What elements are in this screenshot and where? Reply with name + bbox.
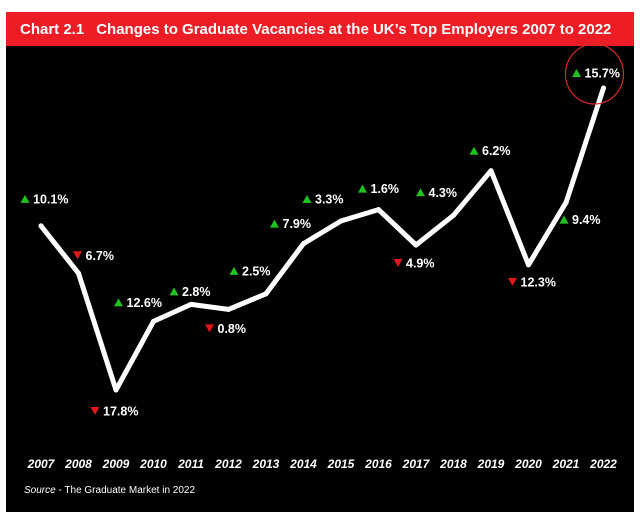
down-arrow-icon (90, 407, 100, 415)
x-tick-label: 2013 (252, 457, 280, 471)
up-arrow-icon (114, 298, 123, 307)
change-label-2012: 0.8% (218, 322, 247, 336)
change-label-2020: 12.3% (521, 275, 556, 289)
chart-panel (6, 46, 634, 512)
change-label-2011: 2.8% (182, 285, 211, 299)
change-label-2009: 17.8% (103, 405, 138, 419)
change-label-2019: 6.2% (482, 144, 511, 158)
data-point-2012 (226, 306, 231, 312)
chart-title: Changes to Graduate Vacancies at the UK’… (96, 20, 612, 38)
x-tick-label: 2017 (402, 457, 431, 471)
change-label-2008: 6.7% (86, 249, 115, 263)
data-point-2021 (563, 200, 569, 206)
data-point-2018 (451, 212, 456, 218)
x-tick-label: 2015 (327, 457, 355, 471)
data-point-2013 (263, 291, 269, 297)
up-arrow-icon (572, 69, 581, 77)
data-point-2015 (338, 218, 344, 224)
data-point-2008 (76, 270, 81, 276)
change-label-2014: 7.9% (283, 217, 312, 231)
change-label-2022: 15.7% (585, 67, 620, 81)
up-arrow-icon (416, 188, 425, 197)
x-tick-label: 2022 (589, 457, 617, 471)
data-point-2022 (601, 85, 606, 91)
data-point-2017 (413, 242, 419, 248)
change-label-2007: 10.1% (33, 192, 68, 206)
change-label-2017: 4.9% (406, 257, 435, 271)
data-point-2019 (488, 168, 494, 174)
down-arrow-icon (508, 277, 517, 286)
x-tick-label: 2018 (439, 457, 467, 471)
source-note: Source - The Graduate Market in 2022 (24, 485, 195, 496)
data-point-2016 (376, 207, 381, 213)
x-tick-label: 2021 (552, 457, 580, 471)
x-tick-label: 2008 (64, 457, 92, 471)
down-arrow-icon (73, 251, 82, 260)
highlight-ellipse (564, 43, 625, 105)
up-arrow-icon (559, 215, 569, 224)
change-label-2021: 9.4% (572, 213, 601, 227)
change-label-2015: 3.3% (315, 192, 344, 206)
up-arrow-icon (358, 184, 367, 193)
x-tick-label: 2010 (139, 457, 167, 471)
data-point-2010 (151, 318, 156, 324)
data-point-2009 (113, 387, 119, 393)
change-label-2018: 4.3% (429, 186, 458, 200)
x-tick-label: 2016 (364, 457, 392, 471)
x-tick-label: 2012 (214, 457, 242, 471)
data-point-2011 (188, 301, 194, 307)
up-arrow-icon (302, 194, 312, 203)
title-bar: Chart 2.1 Changes to Graduate Vacancies … (6, 12, 634, 46)
change-label-2013: 2.5% (242, 264, 271, 278)
down-arrow-icon (205, 324, 214, 333)
up-arrow-icon (169, 287, 179, 296)
data-point-2007 (38, 223, 44, 229)
up-arrow-icon (20, 194, 30, 203)
source-text: - The Graduate Market in 2022 (55, 485, 196, 496)
up-arrow-icon (270, 219, 279, 228)
x-tick-label: 2011 (177, 457, 204, 471)
change-label-2010: 12.6% (127, 296, 162, 310)
source-label: Source (24, 485, 56, 496)
down-arrow-icon (393, 259, 403, 268)
x-tick-label: 2007 (27, 457, 56, 471)
change-label-2016: 1.6% (371, 182, 400, 196)
series-line (38, 85, 606, 393)
x-tick-label: 2014 (289, 457, 317, 471)
data-point-2020 (526, 262, 531, 268)
x-tick-label: 2020 (514, 457, 542, 471)
chart-number-label: Chart 2.1 (20, 20, 85, 38)
up-arrow-icon (469, 146, 479, 155)
x-tick-label: 2009 (102, 457, 130, 471)
data-point-2014 (301, 241, 306, 247)
x-tick-label: 2019 (477, 457, 505, 471)
up-arrow-icon (229, 266, 239, 275)
